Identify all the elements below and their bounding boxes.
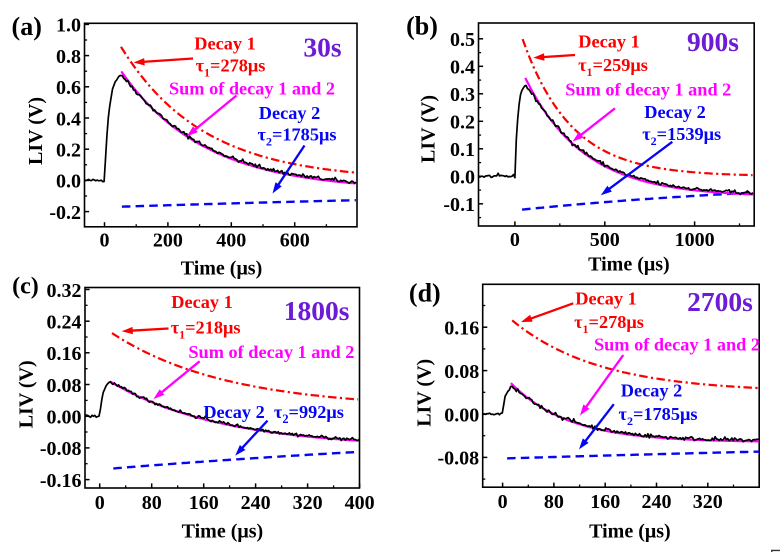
svg-text:0.08: 0.08 (47, 375, 82, 397)
svg-text:0.08: 0.08 (444, 361, 479, 383)
svg-text:-0.16: -0.16 (40, 470, 82, 492)
svg-text:160: 160 (189, 492, 219, 514)
svg-text:0.0: 0.0 (450, 167, 475, 189)
svg-text:1000: 1000 (675, 229, 715, 251)
svg-text:0.1: 0.1 (450, 139, 475, 161)
svg-text:0.6: 0.6 (56, 77, 81, 99)
svg-text:0.5: 0.5 (450, 29, 475, 51)
svg-text:0.3: 0.3 (450, 84, 475, 106)
svg-text:(d): (d) (409, 279, 441, 308)
svg-text:0.32: 0.32 (47, 280, 82, 302)
svg-text:0.2: 0.2 (56, 140, 81, 162)
svg-text:τ2=1785μs: τ2=1785μs (619, 404, 698, 428)
svg-text:Time (μs): Time (μs) (589, 521, 671, 543)
svg-text:Sum of decay 1 and 2: Sum of decay 1 and 2 (594, 334, 760, 354)
svg-text:Decay 2: Decay 2 (644, 102, 705, 122)
svg-text:Time (μs): Time (μs) (181, 258, 263, 280)
svg-text:(b): (b) (406, 12, 438, 41)
svg-text:LIV (V): LIV (V) (413, 359, 435, 427)
svg-text:240: 240 (642, 491, 672, 513)
svg-text:900s: 900s (687, 26, 739, 57)
svg-text:Decay 2 τ2=992μs: Decay 2 τ2=992μs (203, 402, 344, 426)
svg-text:0: 0 (95, 492, 105, 514)
svg-text:Decay 1: Decay 1 (171, 292, 232, 312)
svg-text:0.0: 0.0 (56, 171, 81, 193)
svg-text:Decay 1: Decay 1 (194, 33, 255, 53)
svg-text:80: 80 (142, 492, 162, 514)
svg-text:Decay 1: Decay 1 (578, 31, 639, 51)
svg-text:0.24: 0.24 (47, 312, 82, 334)
svg-text:0: 0 (498, 491, 508, 513)
svg-text:0: 0 (100, 230, 110, 252)
svg-text:200: 200 (153, 230, 183, 252)
svg-text:Decay 2: Decay 2 (621, 380, 682, 400)
svg-text:320: 320 (293, 492, 323, 514)
svg-text:-0.2: -0.2 (49, 202, 81, 224)
svg-text:(a): (a) (12, 12, 42, 41)
svg-text:2700s: 2700s (687, 286, 753, 317)
svg-text:-0.1: -0.1 (443, 194, 475, 216)
svg-text:0.16: 0.16 (47, 343, 82, 365)
svg-text:0.8: 0.8 (56, 46, 81, 68)
svg-text:Sum of decay 1 and 2: Sum of decay 1 and 2 (565, 80, 731, 100)
svg-text:1.0: 1.0 (56, 15, 81, 37)
svg-text:Time (μs): Time (μs) (182, 520, 264, 542)
svg-text:0.00: 0.00 (444, 404, 479, 426)
svg-text:1800s: 1800s (284, 295, 350, 326)
svg-text:500: 500 (590, 229, 620, 251)
svg-text:Decay 2: Decay 2 (259, 103, 320, 123)
svg-text:(c): (c) (12, 274, 39, 300)
svg-text:LIV (V): LIV (V) (25, 97, 47, 165)
svg-text:LIV (V): LIV (V) (417, 95, 439, 163)
svg-text:600: 600 (280, 230, 310, 252)
svg-text:400: 400 (216, 230, 246, 252)
svg-text:0.00: 0.00 (47, 407, 82, 429)
svg-text:Time (μs): Time (μs) (588, 253, 670, 275)
svg-text:0.4: 0.4 (450, 57, 475, 79)
svg-text:0.2: 0.2 (450, 112, 475, 134)
svg-text:-0.08: -0.08 (40, 438, 82, 460)
svg-text:30s: 30s (303, 32, 342, 63)
svg-text:320: 320 (693, 491, 723, 513)
svg-text:80: 80 (544, 491, 564, 513)
svg-text:0.16: 0.16 (444, 318, 479, 340)
svg-text:Sum of decay 1 and 2: Sum of decay 1 and 2 (169, 78, 335, 98)
svg-text:160: 160 (590, 491, 620, 513)
svg-text:LIV (V): LIV (V) (15, 360, 37, 428)
svg-text:0: 0 (510, 229, 520, 251)
svg-text:Decay 1: Decay 1 (575, 288, 636, 308)
svg-text:400: 400 (345, 492, 375, 514)
svg-text:Sum of decay 1 and 2: Sum of decay 1 and 2 (188, 342, 354, 362)
svg-text:-0.08: -0.08 (438, 448, 480, 470)
svg-text:0.4: 0.4 (56, 108, 81, 130)
svg-text:240: 240 (241, 492, 271, 514)
